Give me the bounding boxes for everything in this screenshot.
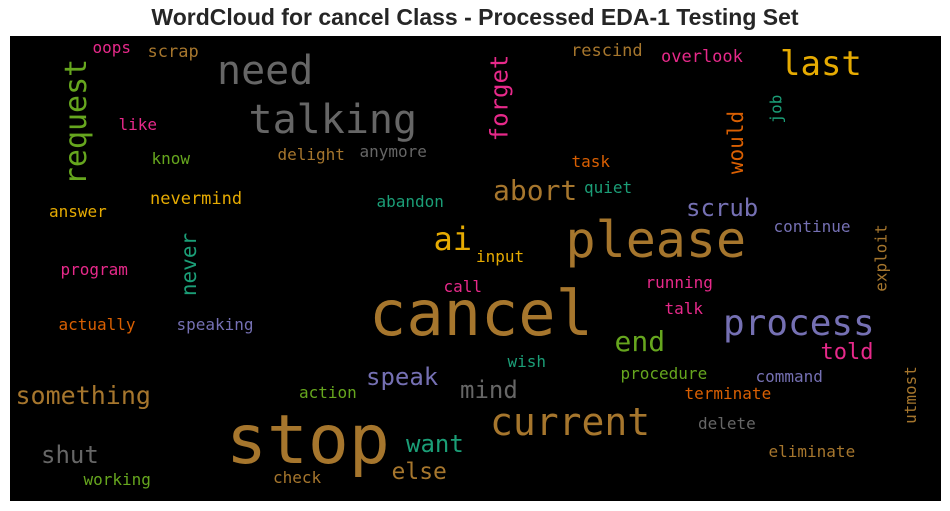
word-answer: answer [49,202,107,221]
word-stop: stop [226,401,390,480]
word-else: else [391,458,447,485]
word-never: never [176,232,201,296]
word-call: call [443,277,483,296]
word-would: would [723,110,748,174]
word-wish: wish [507,352,547,371]
word-request: request [59,58,95,186]
word-utmost: utmost [900,366,920,424]
word-mind: mind [460,376,518,404]
word-quiet: quiet [584,178,633,197]
word-end: end [614,325,666,358]
word-know: know [151,149,191,168]
word-forget: forget [484,54,513,142]
word-speaking: speaking [176,315,254,334]
word-talking: talking [248,97,418,143]
word-oops: oops [92,38,132,57]
word-scrap: scrap [147,41,199,62]
word-speak: speak [366,363,439,391]
word-running: running [645,273,713,292]
word-ai: ai [433,220,473,258]
word-check: check [273,468,322,487]
word-rescind: rescind [571,40,643,61]
word-cancel: cancel [369,277,593,350]
word-action: action [299,383,357,402]
word-continue: continue [773,217,851,236]
word-something: something [15,380,151,410]
word-like: like [118,115,158,134]
word-command: command [755,367,823,386]
word-want: want [406,430,464,458]
word-anymore: anymore [359,142,427,161]
word-need: need [217,48,314,94]
word-process: process [723,303,875,344]
word-exploit: exploit [871,224,891,292]
word-working: working [83,470,151,489]
chart-title: WordCloud for cancel Class - Processed E… [151,4,799,30]
word-shut: shut [41,441,99,469]
word-please: please [565,211,747,269]
word-overlook: overlook [661,46,743,67]
word-talk: talk [664,299,704,318]
word-terminate: terminate [684,384,772,403]
word-actually: actually [58,315,136,334]
word-task: task [571,152,611,171]
word-abort: abort [493,174,578,207]
wordcloud-canvas: cancel stop please need talking current proces… [10,36,941,501]
word-last: last [780,44,862,84]
word-input: input [476,247,525,266]
word-eliminate: eliminate [768,442,856,461]
word-told: told [820,340,874,365]
word-delight: delight [277,145,345,164]
word-abandon: abandon [376,192,444,211]
word-job: job [765,94,785,124]
word-delete: delete [698,414,756,433]
word-program: program [60,260,128,279]
word-scrub: scrub [686,194,759,222]
word-nevermind: nevermind [150,188,243,209]
word-procedure: procedure [620,364,708,383]
word-current: current [490,400,651,444]
